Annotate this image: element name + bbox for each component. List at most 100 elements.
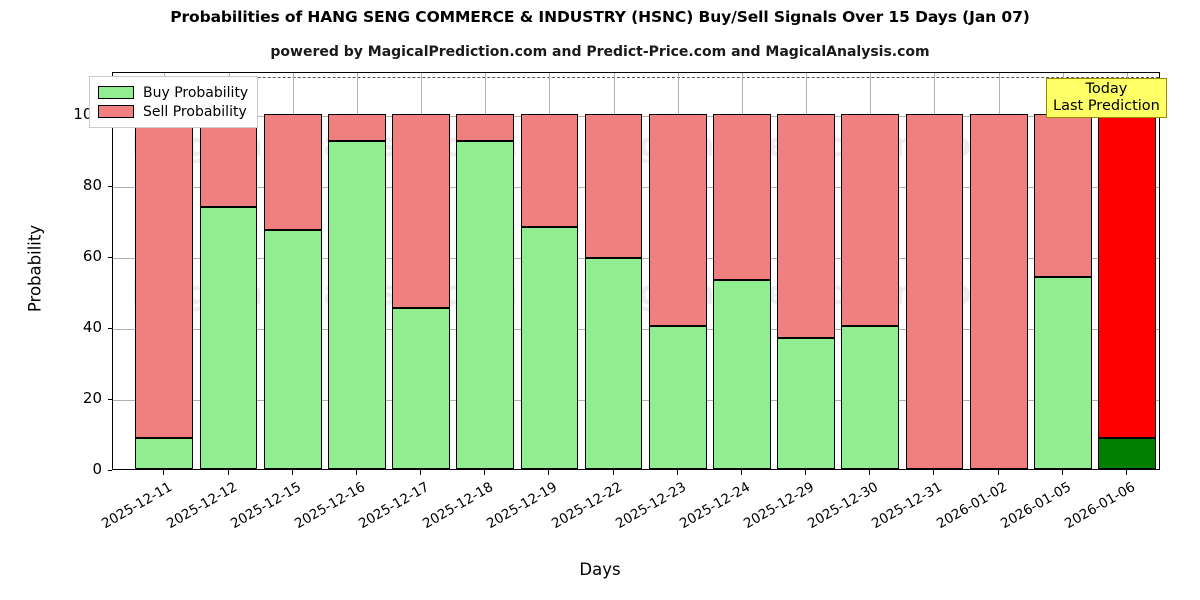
- bar-stack[interactable]: [1098, 73, 1156, 469]
- bar-segment-buy[interactable]: [199, 207, 258, 469]
- x-tick-label: 2025-12-17: [356, 479, 433, 533]
- bar-segment-sell[interactable]: [841, 113, 900, 327]
- chart-legend: Buy Probability Sell Probability: [89, 76, 259, 128]
- bar-segment-sell[interactable]: [1033, 113, 1092, 278]
- bar-segment-sell[interactable]: [135, 113, 194, 439]
- y-tick-mark: [107, 470, 112, 471]
- bar-stack[interactable]: [777, 73, 835, 469]
- x-tick-label: 2026-01-06: [1062, 479, 1138, 533]
- bar-stack[interactable]: [135, 73, 194, 469]
- x-tick-label: 2026-01-05: [997, 479, 1074, 533]
- today-annotation: Today Last Prediction: [1046, 78, 1167, 119]
- y-tick-mark: [107, 256, 112, 258]
- x-tick-mark: [163, 470, 165, 475]
- x-axis-label: Days: [579, 560, 621, 579]
- y-tick-mark: [107, 185, 112, 187]
- bar-segment-buy[interactable]: [648, 325, 707, 469]
- x-tick-mark: [355, 470, 357, 475]
- bar-segment-buy[interactable]: [135, 438, 194, 469]
- bar-segment-sell[interactable]: [648, 113, 707, 326]
- y-tick-label: 40: [82, 317, 102, 336]
- y-tick-label: 60: [82, 246, 102, 265]
- bar-segment-buy[interactable]: [1033, 277, 1092, 469]
- x-tick-label: 2025-12-16: [291, 479, 368, 533]
- x-tick-mark: [291, 470, 293, 475]
- bar-segment-sell[interactable]: [327, 113, 386, 142]
- x-tick-label: 2025-12-19: [484, 479, 561, 533]
- x-tick-mark: [933, 470, 935, 475]
- y-tick-mark: [107, 327, 112, 329]
- bar-stack[interactable]: [713, 73, 771, 469]
- y-tick-label: 20: [82, 388, 102, 407]
- today-annotation-line2: Last Prediction: [1053, 97, 1160, 114]
- y-tick-label: 80: [82, 175, 102, 194]
- bar-segment-sell[interactable]: [392, 113, 450, 309]
- x-tick-label: 2025-12-15: [227, 479, 304, 533]
- bar-stack[interactable]: [648, 73, 707, 469]
- bar-stack[interactable]: [841, 73, 900, 469]
- bar-segment-buy[interactable]: [1098, 438, 1156, 469]
- x-tick-mark: [612, 470, 614, 475]
- x-tick-label: 2025-12-23: [612, 479, 689, 533]
- x-tick-label: 2025-12-12: [163, 479, 240, 533]
- legend-label-buy: Buy Probability: [143, 84, 249, 101]
- y-tick-label: 0: [92, 460, 102, 478]
- bar-stack[interactable]: [263, 73, 322, 469]
- bar-stack[interactable]: [327, 73, 386, 469]
- bar-segment-sell[interactable]: [199, 113, 258, 208]
- bar-stack[interactable]: [1033, 73, 1092, 469]
- bar-stack[interactable]: [905, 73, 964, 469]
- bar-segment-buy[interactable]: [777, 337, 835, 469]
- bar-segment-buy[interactable]: [263, 229, 322, 469]
- chart-title: Probabilities of HANG SENG COMMERCE & IN…: [170, 8, 1030, 26]
- bar-stack[interactable]: [392, 73, 450, 469]
- bar-segment-sell[interactable]: [263, 113, 322, 230]
- x-tick-mark: [676, 470, 678, 475]
- x-tick-mark: [805, 470, 807, 475]
- x-tick-mark: [740, 470, 742, 475]
- reference-line: [113, 76, 1159, 78]
- bar-segment-buy[interactable]: [584, 257, 643, 469]
- bar-stack[interactable]: [199, 73, 258, 469]
- bar-segment-sell[interactable]: [1098, 113, 1156, 439]
- legend-swatch-buy: [98, 86, 134, 99]
- x-tick-mark: [869, 470, 871, 475]
- x-tick-mark: [1125, 470, 1127, 475]
- legend-item-sell: Sell Probability: [98, 102, 248, 121]
- x-tick-mark: [484, 470, 486, 475]
- chart-subtitle: powered by MagicalPrediction.com and Pre…: [270, 44, 930, 60]
- bar-segment-buy[interactable]: [456, 141, 515, 469]
- bar-segment-buy[interactable]: [713, 280, 771, 469]
- bar-segment-sell[interactable]: [520, 113, 579, 228]
- bar-segment-sell[interactable]: [584, 113, 643, 258]
- bar-stack[interactable]: [520, 73, 579, 469]
- bar-segment-sell[interactable]: [456, 113, 515, 142]
- bar-segment-sell[interactable]: [905, 113, 964, 469]
- y-tick-mark: [107, 398, 112, 400]
- bar-stack[interactable]: [969, 73, 1028, 469]
- bar-segment-sell[interactable]: [777, 113, 835, 338]
- bar-segment-buy[interactable]: [841, 326, 900, 469]
- plot-area: MagicalAnalysis.comMagicalPrediction.com…: [112, 72, 1160, 470]
- bar-stack[interactable]: [456, 73, 515, 469]
- x-tick-label: 2025-12-29: [741, 479, 818, 533]
- bar-segment-buy[interactable]: [392, 308, 450, 469]
- x-tick-mark: [420, 470, 422, 475]
- x-tick-label: 2025-12-22: [548, 479, 625, 533]
- bar-stack[interactable]: [584, 73, 643, 469]
- legend-item-buy: Buy Probability: [98, 83, 248, 102]
- x-tick-mark: [997, 470, 999, 475]
- x-tick-mark: [548, 470, 550, 475]
- today-annotation-line1: Today: [1085, 81, 1128, 97]
- legend-swatch-sell: [98, 105, 134, 118]
- legend-label-sell: Sell Probability: [143, 103, 247, 120]
- bar-segment-buy[interactable]: [327, 141, 386, 469]
- bar-segment-sell[interactable]: [713, 113, 771, 281]
- x-tick-label: 2025-12-31: [869, 479, 946, 533]
- x-tick-label: 2025-12-24: [676, 479, 753, 533]
- x-tick-label: 2026-01-02: [933, 479, 1010, 533]
- bar-segment-sell[interactable]: [969, 113, 1028, 469]
- bar-segment-buy[interactable]: [520, 227, 579, 469]
- y-axis-label: Probability: [25, 224, 45, 313]
